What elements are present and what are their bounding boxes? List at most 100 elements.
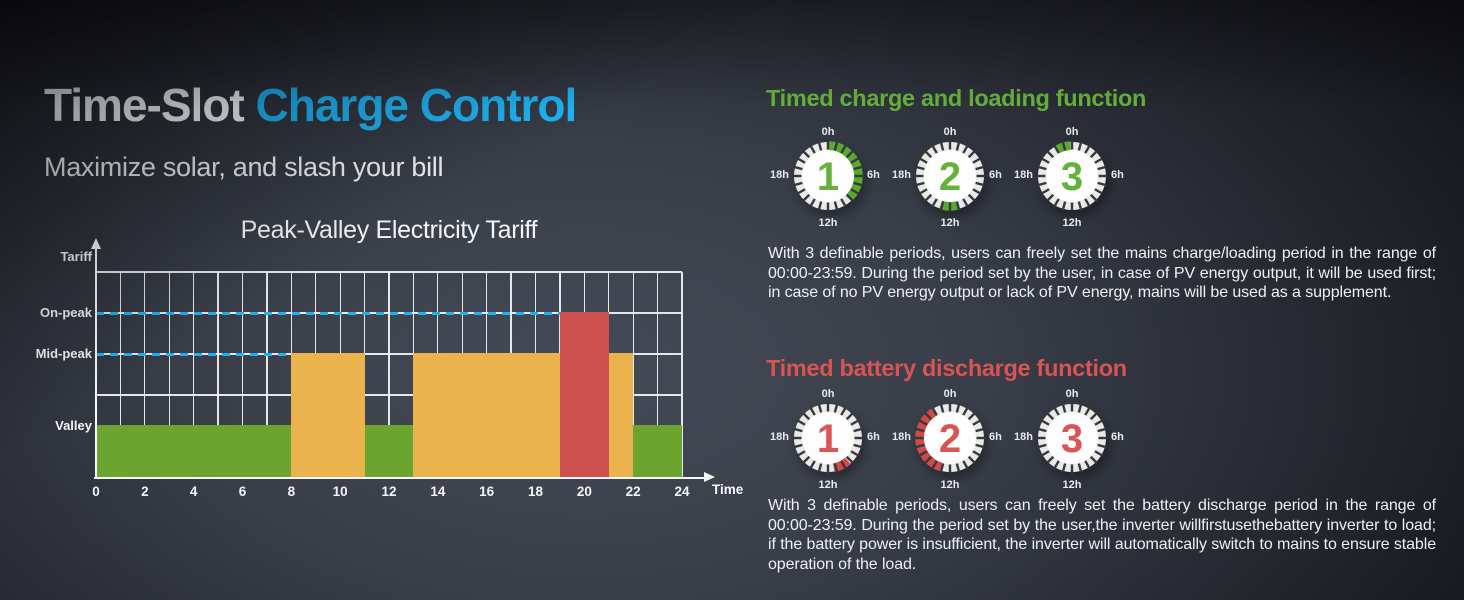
y-tick-mid-peak: Mid-peak (35, 346, 92, 361)
page-title-main: Time-Slot (44, 79, 245, 131)
clock-hour-label-right: 6h (989, 169, 1002, 181)
clock-face-icon: 2 (914, 140, 986, 212)
x-tick: 16 (479, 484, 495, 499)
clock-hour-label-bottom: 12h (1062, 217, 1082, 229)
clock-dial-1: 1 0h 6h 12h 18h (770, 126, 880, 229)
page-subtitle: Maximize solar, and slash your bill (44, 152, 444, 182)
clock-hour-label-bottom: 12h (940, 217, 960, 229)
discharge-clock-row: 1 0h 6h 12h 18h 2 0h 6h 12h 18h 3 0h 6h 12h 18h (770, 388, 1124, 491)
timed-discharge-description: With 3 definable periods, users can free… (768, 497, 1436, 573)
section-timed-charge: Timed charge and loading function 1 0h 6h 1… (766, 84, 1438, 352)
clock-hour-label-right: 6h (989, 431, 1002, 443)
clock-hour-label-top: 0h (943, 388, 957, 400)
svg-text:1: 1 (817, 417, 839, 461)
clock-hour-label-top: 0h (943, 126, 957, 138)
clock-dial-2: 2 0h 6h 12h 18h (892, 388, 1002, 491)
tariff-bar-mid-peak (291, 353, 365, 478)
svg-text:2: 2 (939, 155, 961, 199)
gridline-h (96, 394, 682, 396)
tariff-bar-valley (364, 425, 414, 478)
clock-dial-3: 3 0h 6h 12h 18h (1014, 388, 1124, 491)
gridline-h (96, 353, 682, 355)
y-tick-on-peak: On-peak (39, 305, 92, 320)
page-title: Time-Slot Charge Control (44, 79, 578, 131)
hero: Time-Slot Charge Control Maximize solar,… (44, 79, 578, 183)
clock-face-icon: 3 (1036, 402, 1108, 474)
x-tick: 24 (674, 484, 690, 499)
dashed-guide-mid-peak (96, 352, 292, 356)
gridline-v (388, 272, 390, 479)
tariff-bar-mid-peak (413, 353, 560, 478)
y-axis-arrow-icon (90, 238, 101, 249)
timed-charge-description: With 3 definable periods, users can free… (768, 245, 1436, 302)
x-tick: 12 (381, 484, 397, 499)
tariff-bar-on-peak (559, 312, 609, 478)
x-axis (94, 476, 706, 479)
clock-hour-label-right: 6h (867, 431, 880, 443)
clock-hour-label-right: 6h (867, 169, 880, 181)
clock-hour-label-bottom: 12h (1062, 479, 1082, 491)
svg-text:3: 3 (1061, 417, 1083, 461)
svg-text:2: 2 (939, 417, 961, 461)
tariff-bar-valley (96, 425, 292, 478)
gridline-v (681, 272, 683, 479)
clock-hour-label-bottom: 12h (818, 217, 838, 229)
charge-clock-row: 1 0h 6h 12h 18h 2 0h 6h 12h 18h 3 0h 6h 12h 18h (770, 126, 1124, 229)
clock-hour-label-left: 18h (770, 169, 789, 181)
x-tick: 2 (141, 484, 149, 499)
x-tick-row: 0 2 4 6 8 10 12 14 16 18 20 22 24 (92, 484, 689, 502)
clock-hour-label-top: 0h (1065, 126, 1079, 138)
dashed-guide-on-peak (96, 311, 560, 315)
section-timed-discharge: Timed battery discharge function 1 0h 6h 12… (766, 354, 1438, 600)
gridline-v (266, 272, 268, 479)
x-tick: 20 (576, 484, 592, 499)
x-axis-arrow-icon (704, 472, 715, 482)
tariff-bar-mid-peak (608, 353, 634, 478)
clock-dial-2: 2 0h 6h 12h 18h (892, 126, 1002, 229)
gridline-v (290, 272, 292, 479)
clock-hour-label-left: 18h (1014, 431, 1033, 443)
gridline-v (193, 272, 195, 479)
clock-hour-label-bottom: 12h (818, 479, 838, 491)
page-title-accent: Charge Control (255, 79, 578, 131)
x-tick: 14 (430, 484, 446, 499)
gridline-v (632, 272, 634, 479)
x-tick: 6 (238, 484, 247, 499)
timed-charge-heading: Timed charge and loading function (766, 85, 1147, 111)
clock-hour-label-top: 0h (821, 388, 835, 400)
clock-hour-label-left: 18h (892, 169, 911, 181)
x-tick: 4 (189, 484, 198, 499)
chart-title: Peak-Valley Electricity Tariff (240, 216, 538, 244)
clock-face-icon: 3 (1036, 140, 1108, 212)
y-axis-label: Tariff (60, 249, 92, 264)
x-tick: 0 (92, 484, 100, 499)
clock-dial-3: 3 0h 6h 12h 18h (1014, 126, 1124, 229)
clock-hour-label-left: 18h (770, 431, 789, 443)
clock-dial-1: 1 0h 6h 12h 18h (770, 388, 880, 491)
x-tick: 8 (287, 484, 296, 499)
clock-face-icon: 2 (914, 402, 986, 474)
gridline-v (656, 272, 659, 479)
tariff-chart: Peak-Valley Electricity Tariff Tariff On… (36, 210, 780, 520)
clock-hour-label-left: 18h (1014, 169, 1033, 181)
tariff-plot (95, 271, 683, 479)
gridline-v (144, 272, 146, 479)
tariff-bar-valley (633, 425, 682, 478)
x-tick: 10 (332, 484, 348, 499)
x-tick: 18 (527, 484, 544, 499)
clock-hour-label-top: 0h (1065, 388, 1079, 400)
y-tick-valley: Valley (55, 418, 92, 433)
clock-hour-label-left: 18h (892, 431, 911, 443)
clock-face-icon: 1 (792, 402, 864, 474)
clock-hour-label-top: 0h (821, 126, 835, 138)
gridline-v (608, 272, 610, 479)
clock-hour-label-right: 6h (1111, 431, 1124, 443)
clock-hour-label-right: 6h (1111, 169, 1124, 181)
x-tick: 22 (625, 484, 641, 499)
gridline-v (217, 272, 219, 479)
gridline-v (119, 272, 122, 479)
x-axis-label: Time (712, 482, 744, 497)
gridline-v (241, 272, 244, 479)
